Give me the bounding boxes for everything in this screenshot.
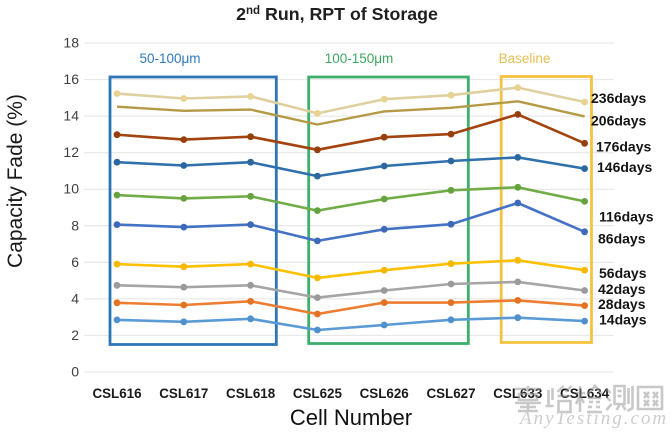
svg-text:Cell Number: Cell Number <box>290 405 412 430</box>
svg-text:2nd Run, RPT of Storage: 2nd Run, RPT of Storage <box>236 4 438 24</box>
svg-text:176days: 176days <box>596 138 651 154</box>
svg-text:Baseline: Baseline <box>499 51 551 66</box>
svg-text:0: 0 <box>71 364 79 380</box>
svg-text:10: 10 <box>63 181 79 197</box>
svg-text:CSL626: CSL626 <box>360 386 409 401</box>
svg-text:236days: 236days <box>591 90 646 106</box>
svg-text:28days: 28days <box>598 296 646 312</box>
svg-text:12: 12 <box>63 144 79 160</box>
svg-text:14days: 14days <box>599 311 647 327</box>
svg-text:8: 8 <box>71 217 79 233</box>
svg-text:4: 4 <box>71 290 79 306</box>
svg-text:206days: 206days <box>591 112 646 128</box>
svg-text:18: 18 <box>63 35 79 51</box>
svg-text:CSL617: CSL617 <box>159 386 208 401</box>
svg-text:14: 14 <box>63 108 79 124</box>
svg-text:CSL625: CSL625 <box>293 386 343 401</box>
svg-text:16: 16 <box>63 71 79 87</box>
svg-text:116days: 116days <box>599 208 654 224</box>
svg-text:50-100μm: 50-100μm <box>139 51 200 66</box>
svg-text:86days: 86days <box>598 230 646 246</box>
svg-text:Capacity Fade (%): Capacity Fade (%) <box>4 94 27 268</box>
svg-text:42days: 42days <box>598 281 646 297</box>
svg-text:100-150μm: 100-150μm <box>325 51 394 66</box>
svg-text:CSL616: CSL616 <box>92 386 141 401</box>
svg-text:146days: 146days <box>597 159 652 175</box>
svg-text:AnyTesting.com: AnyTesting.com <box>518 408 668 429</box>
svg-text:CSL627: CSL627 <box>426 386 475 401</box>
svg-text:CSL618: CSL618 <box>226 386 276 401</box>
svg-text:2: 2 <box>71 327 79 343</box>
svg-text:56days: 56days <box>599 265 647 281</box>
svg-text:6: 6 <box>71 254 79 270</box>
